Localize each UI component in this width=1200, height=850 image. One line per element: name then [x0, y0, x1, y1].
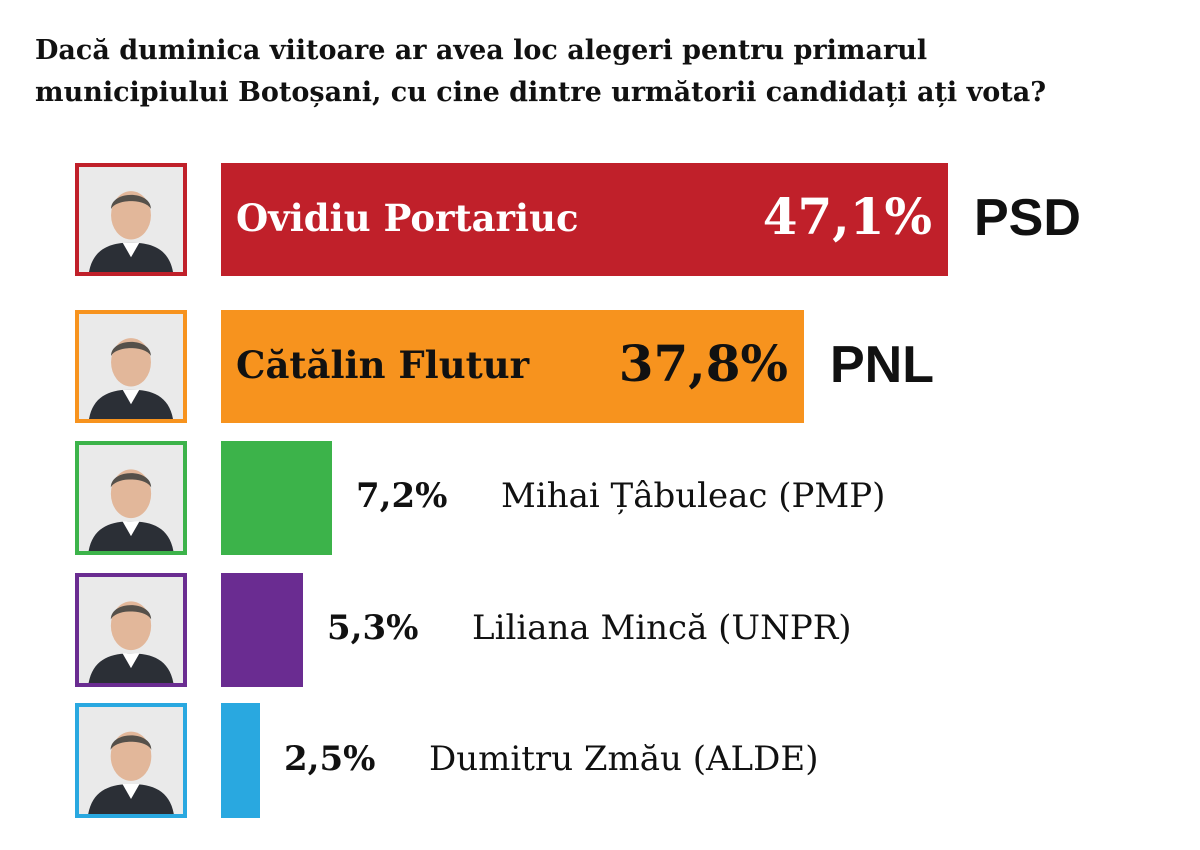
- bar-1: [221, 310, 804, 423]
- data-label: 47,1%: [762, 186, 932, 246]
- candidate-portrait-icon: [79, 314, 183, 419]
- bar-0: [221, 163, 948, 276]
- candidate-name: Liliana Mincă (UNPR): [472, 608, 852, 648]
- candidate-row: 7,2% Mihai Țâbuleac (PMP): [0, 441, 1200, 555]
- candidate-portrait-icon: [79, 445, 183, 551]
- bar-2: [221, 441, 332, 555]
- candidate-portrait-icon: [79, 707, 183, 814]
- bar-3: [221, 573, 303, 687]
- bar-label: Cătălin Flutur: [236, 342, 530, 387]
- bar-4: [221, 703, 260, 818]
- candidate-photo: [75, 441, 187, 555]
- candidate-row: 5,3% Liliana Mincă (UNPR): [0, 573, 1200, 687]
- candidate-row: Ovidiu Portariuc 47,1% PSD: [0, 163, 1200, 276]
- data-label: 7,2%: [356, 476, 448, 516]
- candidate-photo: [75, 310, 187, 423]
- chart-title: Dacă duminica viitoare ar avea loc alege…: [35, 30, 1175, 114]
- candidate-row: 2,5% Dumitru Zmău (ALDE): [0, 703, 1200, 818]
- bar-label: Ovidiu Portariuc: [236, 195, 579, 240]
- chart-title-line-2: municipiului Botoșani, cu cine dintre ur…: [35, 77, 1047, 108]
- data-label: 5,3%: [327, 608, 419, 648]
- candidate-photo: [75, 573, 187, 687]
- candidate-name: Dumitru Zmău (ALDE): [429, 738, 819, 779]
- chart-title-line-1: Dacă duminica viitoare ar avea loc alege…: [35, 35, 928, 66]
- candidate-row: Cătălin Flutur 37,8% PNL: [0, 310, 1200, 423]
- data-label: 2,5%: [284, 738, 376, 779]
- candidate-portrait-icon: [79, 577, 183, 683]
- candidate-photo: [75, 163, 187, 276]
- candidate-portrait-icon: [79, 167, 183, 272]
- party-label: PNL: [830, 335, 934, 394]
- data-label: 37,8%: [618, 333, 788, 393]
- candidate-name: Mihai Țâbuleac (PMP): [501, 476, 886, 516]
- party-label: PSD: [974, 188, 1081, 247]
- candidate-photo: [75, 703, 187, 818]
